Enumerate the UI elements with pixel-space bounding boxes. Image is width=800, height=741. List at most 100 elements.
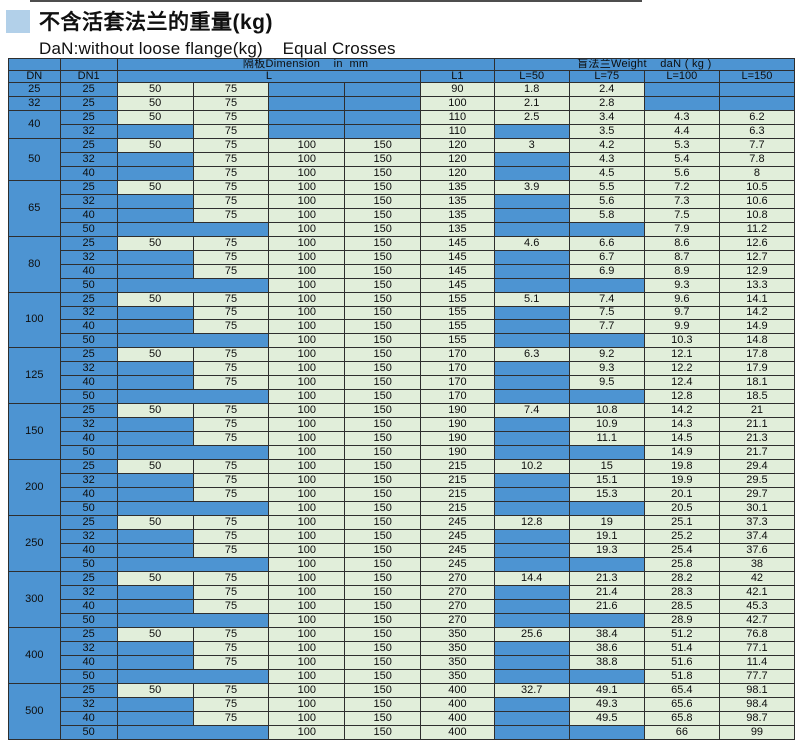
l1-cell: 215 xyxy=(420,501,495,517)
weight-cell: 7.3 xyxy=(643,193,720,209)
l1-cell: 145 xyxy=(420,263,495,279)
dim-blank-cell xyxy=(344,123,422,139)
weight-cell: 49.5 xyxy=(568,710,645,726)
weight-cell: 17.8 xyxy=(718,347,796,363)
dn1-cell: 32 xyxy=(59,584,118,600)
dim-cell: 100 xyxy=(268,459,346,475)
weight-cell: 11.4 xyxy=(718,654,796,670)
dim-cell: 75 xyxy=(192,654,270,670)
dim-cell: 50 xyxy=(116,347,194,363)
dn-cell: 125 xyxy=(8,347,61,405)
weight-blank-cell xyxy=(718,82,796,97)
dim-cell: 75 xyxy=(192,249,270,265)
weight-blank-cell xyxy=(493,375,570,391)
dim-cell: 75 xyxy=(192,305,270,321)
dim-cell: 100 xyxy=(268,319,346,335)
weight-blank-cell xyxy=(568,668,645,684)
weight-cell: 38.8 xyxy=(568,654,645,670)
dim-cell: 150 xyxy=(344,263,422,279)
l1-cell: 135 xyxy=(420,193,495,209)
dim-cell: 75 xyxy=(192,459,270,475)
weight-cell: 15.1 xyxy=(568,473,645,489)
dim-cell: 100 xyxy=(268,724,346,741)
weight-cell: 21.1 xyxy=(718,417,796,433)
dim-cell: 150 xyxy=(344,347,422,363)
weight-cell: 7.2 xyxy=(643,179,720,195)
dim-cell: 50 xyxy=(116,403,194,419)
l1-cell: 145 xyxy=(420,249,495,265)
dim-blank-cell xyxy=(116,333,270,349)
dim-blank-cell xyxy=(116,724,270,741)
table-row: 40 75 100 150 120 4.5 5.6 8 xyxy=(9,165,796,181)
weight-cell: 76.8 xyxy=(718,626,796,642)
weight-cell: 12.2 xyxy=(643,361,720,377)
table-row: 40 75 100 150 135 5.8 7.5 10.8 xyxy=(9,207,796,223)
weight-cell: 6.9 xyxy=(568,263,645,279)
dim-cell: 75 xyxy=(192,95,270,111)
weight-blank-cell xyxy=(493,668,570,684)
weight-cell: 77.1 xyxy=(718,640,796,656)
weight-blank-cell xyxy=(493,319,570,335)
dim-cell: 50 xyxy=(116,626,194,642)
dim-cell: 75 xyxy=(192,584,270,600)
dim-cell: 100 xyxy=(268,668,346,684)
dim-cell: 150 xyxy=(344,542,422,558)
weight-blank-cell xyxy=(493,417,570,433)
table-row: 50 25 50 75 100 150 120 3 4.2 5.3 7.7 xyxy=(8,137,796,181)
header-weight-group: 盲法兰Weight daN ( kg ) xyxy=(493,58,796,71)
weight-cell: 66 xyxy=(643,724,720,741)
dim-cell: 150 xyxy=(344,431,422,447)
weight-blank-cell xyxy=(568,221,645,237)
dim-cell: 150 xyxy=(344,668,422,684)
weight-cell: 9.6 xyxy=(643,291,720,307)
weight-blank-cell xyxy=(493,724,570,741)
header-weight-l50: L=50 xyxy=(493,70,570,83)
dim-blank-cell xyxy=(116,221,270,237)
weight-blank-cell xyxy=(493,598,570,614)
weight-cell: 11.1 xyxy=(568,431,645,447)
weight-blank-cell xyxy=(493,221,570,237)
dim-cell: 150 xyxy=(344,459,422,475)
dim-cell: 150 xyxy=(344,682,422,698)
dim-cell: 150 xyxy=(344,389,422,405)
dim-cell: 75 xyxy=(192,515,270,530)
weight-cell: 14.5 xyxy=(643,431,720,447)
dn1-cell: 32 xyxy=(59,193,118,209)
dim-cell: 75 xyxy=(192,431,270,447)
dim-cell: 50 xyxy=(116,235,194,251)
table-row: 40 75 100 150 170 9.5 12.4 18.1 xyxy=(9,375,796,391)
l1-cell: 350 xyxy=(420,640,495,656)
dim-cell: 150 xyxy=(344,515,422,530)
dim-cell: 50 xyxy=(116,95,194,111)
weight-cell: 9.9 xyxy=(643,319,720,335)
table-row: 50 100 150 245 25.8 38 xyxy=(9,556,796,572)
dim-cell: 150 xyxy=(344,529,422,544)
weight-cell: 28.5 xyxy=(643,598,720,614)
weight-blank-cell xyxy=(493,584,570,600)
dn1-cell: 25 xyxy=(59,347,118,363)
dim-blank-cell xyxy=(116,598,194,614)
l1-cell: 135 xyxy=(420,221,495,237)
weight-cell: 12.6 xyxy=(718,235,796,251)
dn1-cell: 25 xyxy=(59,459,118,475)
dim-blank-cell xyxy=(116,640,194,656)
page-title: 不含活套法兰的重量(kg) xyxy=(39,11,273,34)
l1-cell: 135 xyxy=(420,207,495,223)
weights-table: 隔板Dimension in mm 盲法兰Weight daN ( kg ) DN D… xyxy=(8,58,796,741)
weight-cell: 5.6 xyxy=(643,165,720,181)
dn-cell: 200 xyxy=(8,459,61,517)
dn-cell: 50 xyxy=(8,137,61,181)
dim-blank-cell xyxy=(268,123,346,139)
l1-cell: 270 xyxy=(420,598,495,614)
weight-cell: 10.8 xyxy=(568,403,645,419)
dn1-cell: 40 xyxy=(59,207,118,223)
weight-blank-cell xyxy=(493,542,570,558)
weight-cell: 3.4 xyxy=(568,109,645,125)
dim-cell: 150 xyxy=(344,249,422,265)
dn-cell: 400 xyxy=(8,626,61,684)
l1-cell: 350 xyxy=(420,668,495,684)
dn1-cell: 32 xyxy=(59,640,118,656)
dim-cell: 150 xyxy=(344,291,422,307)
dim-cell: 50 xyxy=(116,515,194,530)
dn1-cell: 32 xyxy=(59,151,118,167)
